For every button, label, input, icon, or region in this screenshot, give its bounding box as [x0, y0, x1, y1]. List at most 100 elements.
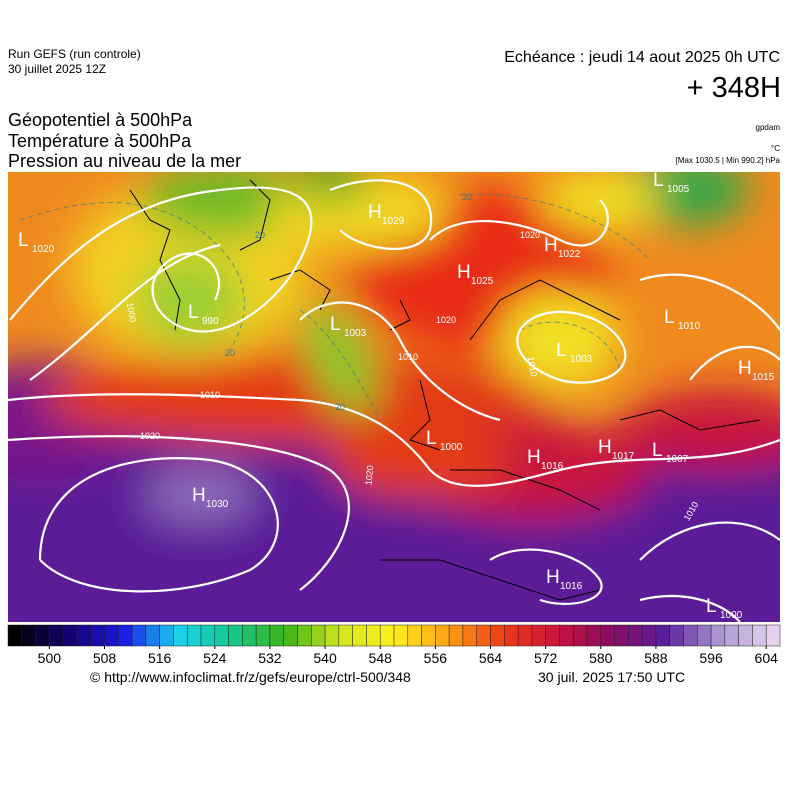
center-pressure: 1022 [558, 249, 581, 260]
contour-label: 1020 [364, 465, 376, 486]
center-pressure: 990 [202, 316, 219, 327]
contour-label: 1000 [125, 302, 138, 323]
color-swatch [255, 624, 271, 647]
center-kind: H [738, 358, 752, 379]
color-swatch [683, 624, 698, 647]
colorbar-tick-label: 500 [38, 650, 62, 666]
colorbar-tick-label: 540 [313, 650, 337, 666]
color-swatch [531, 624, 546, 647]
color-swatch [462, 624, 477, 647]
colorbar-tick-label: 532 [258, 650, 282, 666]
unit: [Max 1030.5 | Min 990.2] hPa [676, 156, 781, 165]
colorbar-tick-label: 516 [148, 650, 172, 666]
color-swatch [311, 624, 326, 647]
center-pressure: 1016 [541, 461, 564, 472]
center-pressure: 1010 [678, 321, 701, 332]
unit: °C [771, 144, 780, 153]
center-pressure: 1016 [560, 581, 583, 592]
color-swatch [338, 624, 353, 647]
center-pressure: 1015 [752, 372, 775, 383]
center-pressure: 1000 [720, 610, 743, 621]
color-swatch [35, 624, 50, 647]
contour-label: 20 [335, 402, 345, 412]
unit: gpdam [756, 123, 781, 132]
color-swatch [559, 624, 574, 647]
color-swatch [669, 624, 684, 647]
center-kind: H [527, 447, 541, 468]
color-swatch [379, 624, 395, 647]
contour-label: 1010 [398, 352, 418, 362]
center-kind: L [18, 230, 29, 251]
center-kind: H [368, 202, 382, 223]
color-swatch [641, 624, 657, 647]
center-pressure: 1003 [344, 328, 367, 339]
center-kind: L [652, 440, 663, 461]
color-swatch [62, 624, 78, 647]
color-swatch [283, 624, 298, 647]
color-swatch [600, 624, 615, 647]
center-kind: L [426, 428, 437, 449]
issued-time: 30 juil. 2025 17:50 UTC [538, 669, 685, 685]
center-pressure: 1007 [666, 454, 689, 465]
colorbar-tick-label: 580 [589, 650, 613, 666]
colorbar-tick-label: 548 [369, 650, 393, 666]
colorbar-tick-label: 564 [479, 650, 503, 666]
color-swatch [724, 624, 739, 647]
color-swatch [697, 624, 712, 647]
color-swatch [572, 624, 588, 647]
run-date: 30 juillet 2025 12Z [8, 62, 106, 76]
center-kind: H [192, 485, 206, 506]
color-swatch [104, 624, 119, 647]
color-swatch [421, 624, 436, 647]
center-pressure: 1020 [32, 244, 55, 255]
colorbar-tick-label: 588 [644, 650, 668, 666]
color-swatch [297, 624, 312, 647]
color-swatch [49, 624, 64, 647]
color-swatch [752, 624, 767, 647]
center-pressure: 1000 [440, 442, 463, 453]
color-swatch [145, 624, 160, 647]
color-swatch [504, 624, 519, 647]
color-swatch [545, 624, 560, 647]
color-swatch [21, 624, 36, 647]
color-swatch [366, 624, 381, 647]
center-pressure: 1030 [206, 499, 229, 510]
color-swatch [517, 624, 533, 647]
center-pressure: 1025 [471, 276, 494, 287]
color-swatch [228, 624, 243, 647]
color-swatch [186, 624, 202, 647]
color-swatch [435, 624, 450, 647]
colorbar-tick-label: 556 [424, 650, 448, 666]
colorbar-tick-label: 604 [755, 650, 779, 666]
center-pressure: 1029 [382, 216, 405, 227]
colorbar: 500 508 516 524 532 540 548 556 564 572 580 588 596 6… [7, 624, 781, 666]
color-swatch [586, 624, 602, 647]
center-kind: L [188, 302, 199, 323]
title-line: Géopotentiel à 500hPa [8, 110, 193, 130]
color-swatch [214, 624, 229, 647]
source-url: © http://www.infoclimat.fr/z/gefs/europe… [90, 669, 411, 685]
color-swatch [269, 624, 284, 647]
colorbar-tick-label: 596 [699, 650, 723, 666]
contour-label: 1010 [526, 356, 539, 377]
color-swatch [738, 624, 753, 647]
color-swatch [710, 624, 726, 647]
center-kind: L [706, 596, 717, 617]
center-pressure: 1017 [612, 451, 635, 462]
color-swatch [159, 624, 174, 647]
center-pressure: 1003 [570, 354, 593, 365]
title-line: Pression au niveau de la mer [8, 151, 241, 171]
contour-label: 20 [462, 192, 472, 202]
colorbar-tick-label: 524 [203, 650, 227, 666]
contour-label: 1020 [520, 230, 540, 240]
lead-time: + 348H [687, 72, 781, 104]
contour-label: 1020 [436, 315, 456, 325]
color-swatch [200, 624, 216, 647]
color-swatch [655, 624, 670, 647]
color-swatch [173, 624, 188, 647]
color-swatch [76, 624, 91, 647]
color-swatch [628, 624, 643, 647]
color-swatch [131, 624, 147, 647]
valid-time: Echéance : jeudi 14 aout 2025 0h UTC [504, 49, 780, 66]
